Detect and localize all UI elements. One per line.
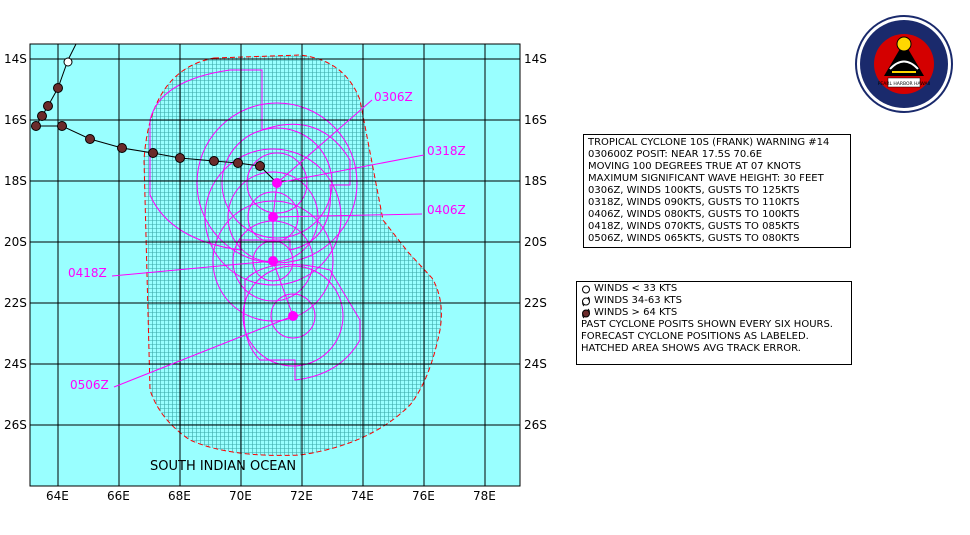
forecast-position bbox=[268, 256, 278, 266]
forecast-position bbox=[272, 178, 282, 188]
forecast-position bbox=[268, 212, 278, 222]
lat-label-right: 20S bbox=[524, 235, 547, 249]
track-error-swath bbox=[143, 54, 442, 456]
map-frame bbox=[29, 43, 521, 487]
lat-label-right: 22S bbox=[524, 296, 547, 310]
forecast-label-0406z: 0406Z bbox=[427, 203, 466, 217]
lat-label-right: 16S bbox=[524, 113, 547, 127]
cyclone-track-map: 14S 16S 18S 20S 22S 24S 26S 14S 16S 18S … bbox=[4, 43, 547, 503]
warning-position: 030600Z POSIT: NEAR 17.5S 70.6E bbox=[588, 149, 763, 160]
forecast-positions bbox=[268, 178, 298, 321]
lat-label-left: 24S bbox=[4, 357, 27, 371]
lon-label: 66E bbox=[107, 489, 130, 503]
past-position bbox=[31, 121, 41, 131]
lat-label-right: 14S bbox=[524, 52, 547, 66]
lat-label-right: 26S bbox=[524, 418, 547, 432]
past-position bbox=[255, 161, 265, 171]
forecast-label-0306z: 0306Z bbox=[374, 90, 413, 104]
warning-forecast-line: 0418Z, WINDS 070KTS, GUSTS TO 085KTS bbox=[588, 221, 800, 232]
legend-label: WINDS > 64 KTS bbox=[594, 307, 678, 318]
forecast-label-0318z: 0318Z bbox=[427, 144, 466, 158]
legend-note: FORECAST CYCLONE POSITIONS AS LABELED. bbox=[581, 331, 809, 342]
past-position bbox=[148, 148, 158, 158]
legend-item: WINDS > 64 KTS bbox=[581, 307, 847, 319]
warning-movement: MOVING 100 DEGREES TRUE AT 07 KNOTS bbox=[588, 161, 802, 172]
lon-label: 64E bbox=[46, 489, 69, 503]
filled-cyclone-icon bbox=[582, 308, 590, 318]
legend-item: WINDS < 33 KTS bbox=[581, 283, 847, 295]
region-label: SOUTH INDIAN OCEAN bbox=[150, 459, 296, 474]
forecast-label-0506z: 0506Z bbox=[70, 378, 109, 392]
lon-label: 76E bbox=[412, 489, 435, 503]
forecast-label-0418z: 0418Z bbox=[68, 266, 107, 280]
past-position-weak bbox=[63, 57, 73, 67]
past-position bbox=[175, 153, 185, 163]
legend-box: WINDS < 33 KTS WINDS 34-63 KTS WINDS > 6… bbox=[576, 281, 852, 365]
warning-forecast-line: 0406Z, WINDS 080KTS, GUSTS TO 100KTS bbox=[588, 209, 800, 220]
warning-title: TROPICAL CYCLONE 10S (FRANK) WARNING #14 bbox=[588, 137, 830, 148]
warning-wave-height: MAXIMUM SIGNIFICANT WAVE HEIGHT: 30 FEET bbox=[588, 173, 824, 184]
legend-label: WINDS 34-63 KTS bbox=[594, 295, 683, 306]
lat-label-left: 18S bbox=[4, 174, 27, 188]
past-position bbox=[43, 101, 53, 111]
past-position bbox=[233, 158, 243, 168]
lat-lon-grid bbox=[30, 44, 520, 486]
forecast-position bbox=[288, 311, 298, 321]
past-position bbox=[37, 111, 47, 121]
past-position bbox=[117, 143, 127, 153]
lat-label-left: 22S bbox=[4, 296, 27, 310]
lon-label: 70E bbox=[229, 489, 252, 503]
lon-label: 78E bbox=[473, 489, 496, 503]
past-positions bbox=[31, 57, 265, 171]
lon-label: 68E bbox=[168, 489, 191, 503]
warning-info-box: TROPICAL CYCLONE 10S (FRANK) WARNING #14… bbox=[583, 134, 851, 248]
warning-forecast-line: 0306Z, WINDS 100KTS, GUSTS TO 125KTS bbox=[588, 185, 800, 196]
lat-label-left: 14S bbox=[4, 52, 27, 66]
warning-forecast-line: 0506Z, WINDS 065KTS, GUSTS TO 080KTS bbox=[588, 233, 800, 244]
legend-note: HATCHED AREA SHOWS AVG TRACK ERROR. bbox=[581, 343, 801, 354]
navy-seal-icon: PEARL HARBOR HAWAII bbox=[855, 15, 953, 113]
lat-label-right: 24S bbox=[524, 357, 547, 371]
lat-label-left: 16S bbox=[4, 113, 27, 127]
lat-label-left: 26S bbox=[4, 418, 27, 432]
svg-text:PEARL HARBOR HAWAII: PEARL HARBOR HAWAII bbox=[878, 81, 931, 87]
lon-label: 72E bbox=[290, 489, 313, 503]
past-position bbox=[209, 156, 219, 166]
warning-forecast-line: 0318Z, WINDS 090KTS, GUSTS TO 110KTS bbox=[588, 197, 800, 208]
lon-label: 74E bbox=[351, 489, 374, 503]
past-position bbox=[53, 83, 63, 93]
forecast-leader-lines bbox=[111, 99, 425, 388]
open-cyclone-icon bbox=[582, 296, 590, 306]
legend-label: WINDS < 33 KTS bbox=[594, 283, 678, 294]
past-position bbox=[85, 134, 95, 144]
lat-label-left: 20S bbox=[4, 235, 27, 249]
open-circle-icon bbox=[582, 285, 590, 293]
legend-item: WINDS 34-63 KTS bbox=[581, 295, 847, 307]
lat-label-right: 18S bbox=[524, 174, 547, 188]
legend-note: PAST CYCLONE POSITS SHOWN EVERY SIX HOUR… bbox=[581, 319, 833, 330]
past-position bbox=[57, 121, 67, 131]
